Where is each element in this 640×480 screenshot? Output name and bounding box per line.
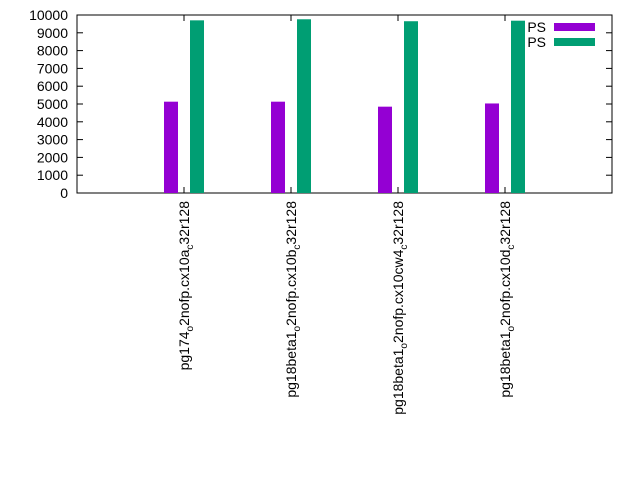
y-tick-label: 6000 <box>37 78 68 94</box>
y-tick-label: 0 <box>60 185 68 201</box>
x-tick-label-group: pg18beta1o2nofp.cx10cw4c32r128 <box>390 201 410 415</box>
x-tick-label: pg174o2nofp.cx10ac32r128 <box>176 201 196 371</box>
bar-series-1-1 <box>164 101 178 193</box>
x-tick-label: pg18beta1o2nofp.cx10dc32r128 <box>497 201 517 398</box>
y-tick-label: 1000 <box>37 167 68 183</box>
x-tick-label-group: pg18beta1o2nofp.cx10bc32r128 <box>283 201 303 398</box>
legend-label: PS <box>527 19 546 35</box>
legend-swatch <box>554 23 595 31</box>
y-axis: 0100020003000400050006000700080009000100… <box>29 7 612 201</box>
y-tick-label: 8000 <box>37 43 68 59</box>
x-tick-label-group: pg18beta1o2nofp.cx10dc32r128 <box>497 201 517 398</box>
x-axis: pg174o2nofp.cx10ac32r128 pg18beta1o2nofp.… <box>176 15 517 415</box>
y-tick-label: 4000 <box>37 114 68 130</box>
y-tick-label: 7000 <box>37 60 68 76</box>
x-tick-label: pg18beta1o2nofp.cx10bc32r128 <box>283 201 303 398</box>
y-tick-label: 10000 <box>29 7 68 23</box>
bar-series-2-4 <box>511 20 525 193</box>
y-tick-label: 9000 <box>37 25 68 41</box>
y-tick-label: 5000 <box>37 96 68 112</box>
bar-series-1-4 <box>485 103 499 193</box>
y-tick-label: 2000 <box>37 149 68 165</box>
bar-series-1-2 <box>271 101 285 193</box>
y-tick-label: 3000 <box>37 132 68 148</box>
bars <box>164 19 525 194</box>
bar-series-2-3 <box>404 21 418 194</box>
legend-swatch <box>554 38 595 46</box>
legend-label: PS <box>527 34 546 50</box>
bar-series-1-3 <box>378 106 392 193</box>
x-tick-label-group: pg174o2nofp.cx10ac32r128 <box>176 201 196 371</box>
bar-series-2-2 <box>297 19 311 193</box>
bar-series-2-1 <box>190 20 204 194</box>
x-tick-label: pg18beta1o2nofp.cx10cw4c32r128 <box>390 201 410 415</box>
